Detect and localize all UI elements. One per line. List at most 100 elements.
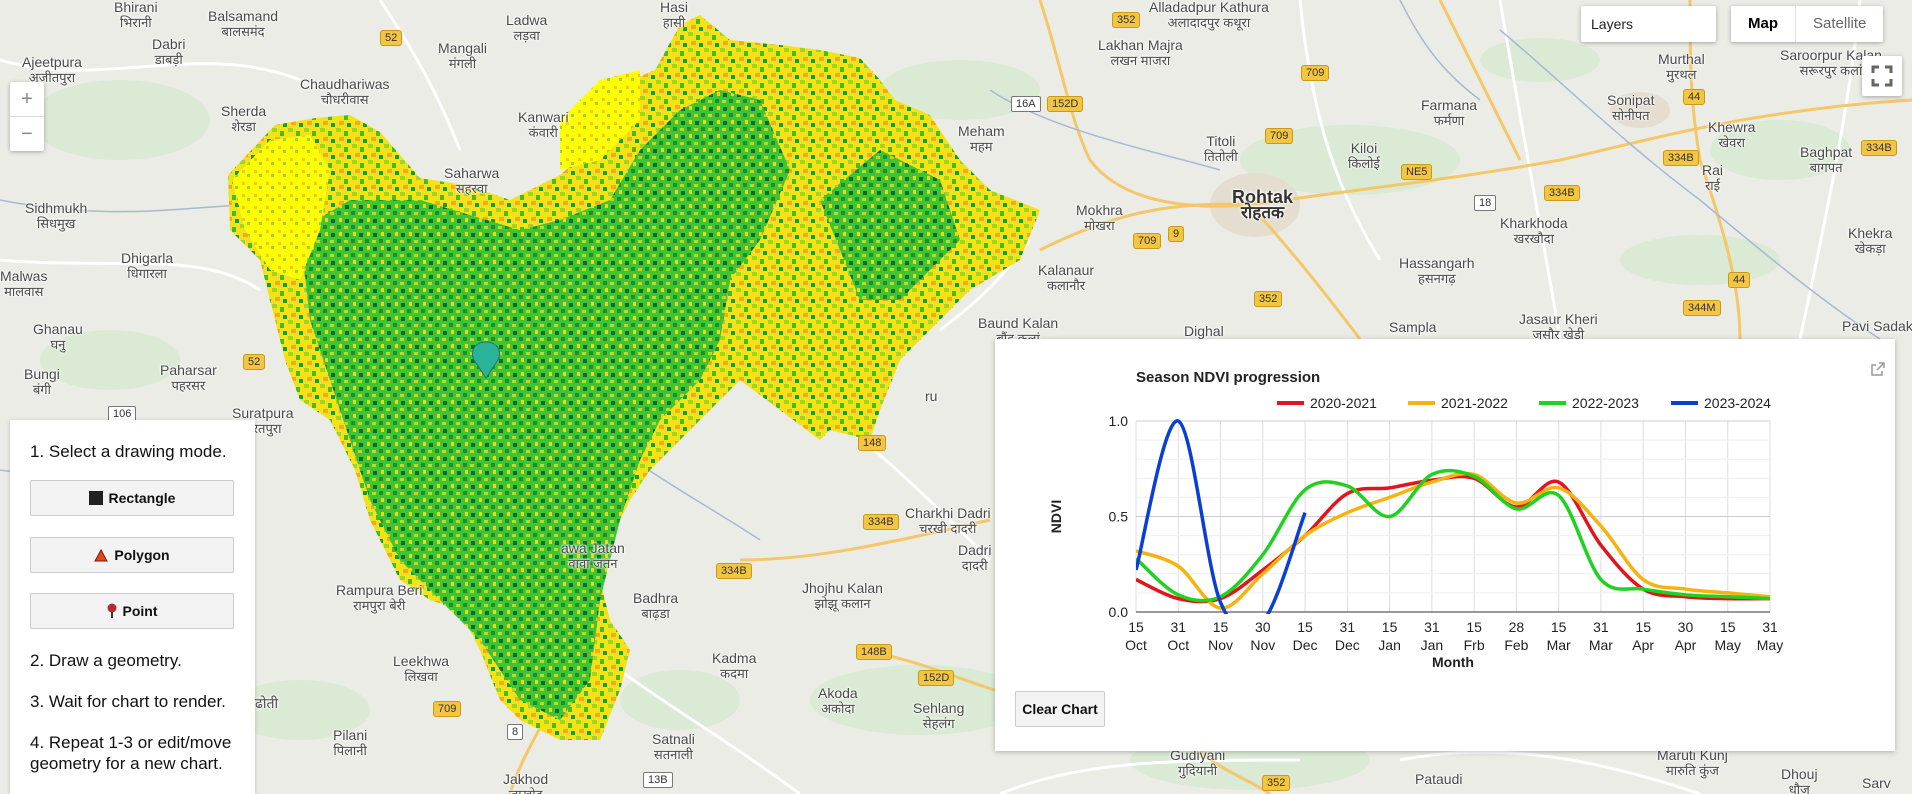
x-tick-label: May bbox=[1715, 637, 1741, 653]
rectangle-button[interactable]: Rectangle bbox=[30, 480, 234, 516]
road-shield: 334B bbox=[1663, 150, 1699, 166]
map-pin[interactable] bbox=[472, 341, 500, 379]
place-label: Murthal मुरथल bbox=[1658, 51, 1705, 83]
zoom-out-button[interactable]: − bbox=[10, 116, 44, 151]
x-tick-label: Nov bbox=[1250, 637, 1275, 653]
popout-icon[interactable] bbox=[1870, 361, 1886, 377]
road-shield: 44 bbox=[1683, 89, 1706, 105]
place-label: Alladadpur Kathura अलादादपुर कथूरा bbox=[1149, 0, 1269, 30]
x-tick-label: Apr bbox=[1675, 637, 1697, 653]
road-shield: 709 bbox=[1265, 128, 1294, 144]
x-tick-label: 15 bbox=[1128, 619, 1144, 635]
x-tick-label: Oct bbox=[1167, 637, 1189, 653]
point-button-label: Point bbox=[122, 603, 158, 619]
place-label: Dhouj धौज bbox=[1781, 766, 1818, 794]
road-shield: 152D bbox=[918, 670, 955, 686]
point-button[interactable]: Point bbox=[30, 593, 234, 629]
place-label: Khewra खेवरा bbox=[1708, 119, 1756, 151]
place-label: Jakhodजाखोद bbox=[503, 771, 549, 794]
legend-label: 2022-2023 bbox=[1572, 395, 1639, 411]
road-shield: 44 bbox=[1728, 272, 1751, 288]
place-label: Khekra खेकड़ा bbox=[1848, 225, 1893, 257]
place-label: Lakhan Majra लखन माजरा bbox=[1098, 37, 1183, 69]
road-shield: 148B bbox=[856, 644, 892, 660]
road-shield: 334B bbox=[1544, 185, 1580, 201]
road-shield: 13B bbox=[643, 772, 673, 788]
layers-dropdown[interactable]: Layers bbox=[1581, 6, 1716, 42]
place-label: Pilani पिलानी bbox=[333, 727, 368, 759]
place-label: Ghanau घनु bbox=[33, 321, 83, 353]
map-type-map-button[interactable]: Map bbox=[1748, 15, 1778, 32]
rectangle-icon bbox=[88, 491, 103, 505]
place-label: Ladwa लड़वा bbox=[506, 12, 548, 44]
series-line bbox=[1136, 468, 1770, 603]
clear-chart-button[interactable]: Clear Chart bbox=[1015, 691, 1105, 727]
x-tick-label: 31 bbox=[1424, 619, 1440, 635]
instruction-step-3: 3. Wait for chart to render. bbox=[30, 692, 226, 711]
place-label: Kadma कदमा bbox=[712, 650, 757, 682]
place-label: Kalanaur कलानौर bbox=[1038, 262, 1095, 294]
road-shield: 352 bbox=[1112, 12, 1141, 28]
place-label: Paharsar पहरसर bbox=[160, 362, 217, 394]
place-label: Dhigarla धिगारला bbox=[121, 250, 174, 282]
place-label: Sonipat सोनीपत bbox=[1607, 92, 1655, 124]
place-label: Charkhi Dadri चरखी दादरी bbox=[905, 505, 991, 537]
road-shield: 52 bbox=[380, 30, 403, 46]
place-label: Mokhra मोखरा bbox=[1076, 202, 1123, 234]
polygon-button[interactable]: Polygon bbox=[30, 537, 234, 573]
x-tick-label: Feb bbox=[1504, 637, 1528, 653]
place-label: Saroorpur Kalan सरूरपुर कलां bbox=[1780, 47, 1882, 79]
map-type-satellite-button[interactable]: Satellite bbox=[1795, 6, 1883, 42]
road-shield: 352 bbox=[1254, 291, 1283, 307]
y-axis-title: NDVI bbox=[1048, 500, 1064, 533]
road-shield: 334B bbox=[863, 514, 899, 530]
place-label: Satnali सतनाली bbox=[652, 731, 695, 763]
place-label: Sampla bbox=[1389, 319, 1437, 335]
road-shield: 352 bbox=[1262, 775, 1291, 791]
place-label: Farmana फर्मणा bbox=[1421, 97, 1478, 129]
place-label: Pavi Sadakpur bbox=[1842, 318, 1912, 334]
x-tick-label: 31 bbox=[1340, 619, 1356, 635]
series-line bbox=[1136, 474, 1770, 604]
instruction-step-2: 2. Draw a geometry. bbox=[30, 651, 182, 670]
place-label: Maruti Kunj मारुति कुंज bbox=[1657, 747, 1728, 779]
map-type-toggle: Map Satellite bbox=[1731, 6, 1884, 42]
road-shield: 709 bbox=[433, 701, 462, 717]
place-label: Saharwa सहरवा bbox=[444, 165, 500, 197]
y-tick-label: 0.5 bbox=[1109, 509, 1129, 525]
x-tick-label: Frb bbox=[1464, 637, 1485, 653]
place-label: Dighal bbox=[1184, 323, 1224, 339]
y-tick-label: 1.0 bbox=[1109, 413, 1129, 429]
place-label: Rampura Beri रामपुरा बेरी bbox=[336, 582, 423, 614]
x-tick-label: Nov bbox=[1208, 637, 1233, 653]
x-tick-label: 31 bbox=[1170, 619, 1186, 635]
place-label: Hassangarh हसनगढ़ bbox=[1399, 255, 1475, 287]
road-shield: 344M bbox=[1683, 300, 1721, 316]
place-label: Badhra बाढ़डा bbox=[633, 590, 679, 622]
zoom-in-button[interactable]: + bbox=[21, 88, 33, 110]
place-label: Sarv bbox=[1862, 775, 1891, 791]
legend-label: 2021-2022 bbox=[1441, 395, 1508, 411]
x-tick-label: Oct bbox=[1125, 637, 1147, 653]
x-tick-label: Dec bbox=[1293, 637, 1318, 653]
road-shield: 334B bbox=[1861, 140, 1897, 156]
fullscreen-icon bbox=[1871, 65, 1893, 87]
chart-panel: 0.0 0.5 1.0 15 Oct 31 Oct 15 Nov 30 Nov 15 Dec 31 Dec 1… bbox=[995, 339, 1895, 751]
x-tick-label: Dec bbox=[1335, 637, 1360, 653]
place-label: Balsamand बालसमंद bbox=[208, 8, 279, 40]
road-shield: 709 bbox=[1133, 233, 1162, 249]
instruction-step-1: 1. Select a drawing mode. bbox=[30, 442, 227, 461]
x-tick-label: 15 bbox=[1466, 619, 1482, 635]
road-shield: 709 bbox=[1301, 65, 1330, 81]
legend-label: 2023-2024 bbox=[1704, 395, 1771, 411]
place-label: Kiloi किलोई bbox=[1348, 140, 1380, 172]
road-shield: 16A bbox=[1011, 96, 1041, 112]
x-tick-label: Mar bbox=[1589, 637, 1613, 653]
instruction-step-4: 4. Repeat 1-3 or edit/move geometry for … bbox=[30, 733, 232, 773]
place-label: Baghpat बागपत bbox=[1800, 144, 1853, 176]
x-tick-label: 28 bbox=[1509, 619, 1525, 635]
x-tick-label: 15 bbox=[1720, 619, 1736, 635]
fullscreen-button[interactable] bbox=[1862, 56, 1902, 96]
place-label: ढोती bbox=[255, 695, 279, 711]
x-tick-label: 15 bbox=[1213, 619, 1229, 635]
